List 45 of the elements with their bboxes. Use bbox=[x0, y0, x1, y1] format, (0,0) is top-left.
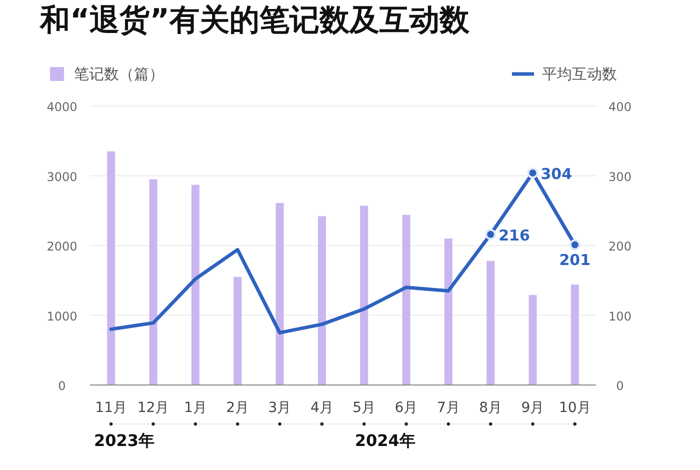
bar bbox=[276, 202, 284, 385]
legend-label: 平均互动数 bbox=[542, 65, 617, 83]
bar bbox=[107, 151, 116, 385]
y-tick-label: 2000 bbox=[46, 240, 78, 254]
y-tick-label: 3000 bbox=[46, 170, 78, 184]
chart-title: 和“退货”有关的笔记数及互动数 bbox=[39, 3, 470, 38]
x-tick-label: 12月 bbox=[137, 400, 170, 416]
bar bbox=[444, 238, 452, 385]
x-tick-label: 1月 bbox=[184, 400, 207, 416]
bar bbox=[360, 206, 368, 385]
point bbox=[485, 228, 496, 240]
text: 2023年 bbox=[94, 431, 155, 450]
x-tick-label: 7月 bbox=[436, 400, 460, 416]
legend-label: 笔记数（篇） bbox=[74, 65, 164, 83]
bar bbox=[149, 179, 158, 385]
data-label: 304 bbox=[540, 164, 572, 183]
x-tick-label: 5月 bbox=[352, 400, 376, 416]
bar bbox=[570, 284, 579, 385]
x-tick-label: 2月 bbox=[226, 400, 250, 416]
data-label: 216 bbox=[498, 226, 530, 244]
x-tick-label: 3月 bbox=[268, 400, 292, 416]
y-tick-label: 0 bbox=[58, 379, 66, 393]
bar bbox=[402, 214, 410, 385]
y2-tick-label: 300 bbox=[608, 170, 632, 184]
y-tick-label: 1000 bbox=[46, 309, 78, 324]
y2-tick-label: 0 bbox=[616, 379, 624, 393]
y-tick-label: 4000 bbox=[46, 100, 78, 114]
x-tick-label: 10月 bbox=[559, 400, 591, 416]
y2-tick-label: 400 bbox=[608, 100, 632, 114]
text: 2024年 bbox=[354, 431, 416, 450]
data-label: 201 bbox=[559, 250, 591, 269]
point bbox=[569, 239, 580, 250]
x-tick-label: 9月 bbox=[521, 400, 544, 416]
bar bbox=[486, 260, 495, 385]
bar bbox=[528, 295, 537, 385]
bar bbox=[318, 216, 326, 385]
bar bbox=[234, 276, 242, 385]
point bbox=[527, 167, 538, 178]
bar bbox=[191, 184, 200, 385]
y2-tick-label: 200 bbox=[608, 240, 632, 254]
x-tick-label: 4月 bbox=[310, 400, 334, 416]
x-tick-label: 11月 bbox=[95, 400, 127, 416]
x-tick-label: 8月 bbox=[479, 400, 502, 416]
x-tick-label: 6月 bbox=[394, 400, 418, 416]
y2-tick-label: 100 bbox=[608, 309, 632, 324]
